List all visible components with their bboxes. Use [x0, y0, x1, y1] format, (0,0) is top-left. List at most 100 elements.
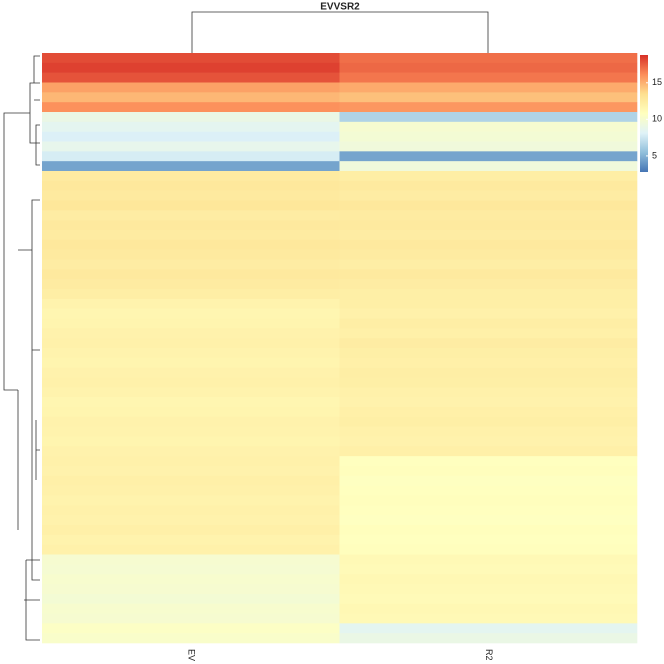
heatmap-cell: [339, 505, 638, 516]
heatmap-cell: [42, 239, 340, 250]
heatmap-cell: [42, 308, 340, 319]
heatmap-cell: [42, 171, 340, 182]
heatmap-cell: [42, 62, 340, 73]
heatmap-cell: [339, 298, 638, 309]
heatmap-cell: [42, 525, 340, 536]
heatmap-cell: [339, 416, 638, 427]
heatmap-cell: [339, 318, 638, 329]
heatmap-cell: [42, 318, 340, 329]
color-tick-label: 5: [652, 150, 657, 160]
heatmap-cell: [42, 180, 340, 191]
heatmap-cell: [339, 338, 638, 349]
heatmap-cell: [42, 387, 340, 398]
heatmap-cell: [339, 574, 638, 585]
heatmap-cell: [339, 151, 638, 162]
heatmap-cell: [339, 544, 638, 555]
heatmap-cell: [42, 436, 340, 447]
heatmap-cell: [42, 554, 340, 565]
heatmap-cell: [42, 534, 340, 545]
heatmap-cell: [42, 131, 340, 142]
heatmap-cell: [42, 397, 340, 408]
heatmap-cell: [42, 92, 340, 103]
heatmap-cell: [42, 279, 340, 290]
heatmap-cell: [339, 121, 638, 132]
heatmap-cell: [42, 485, 340, 496]
heatmap-cell: [339, 279, 638, 290]
heatmap-cell: [339, 446, 638, 457]
heatmap-cell: [339, 82, 638, 93]
heatmap-cell: [339, 593, 638, 604]
heatmap-cell: [42, 249, 340, 260]
color-tick-label: 10: [652, 114, 662, 124]
heatmap-cell: [339, 210, 638, 221]
heatmap-cell: [339, 180, 638, 191]
heatmap-cell: [42, 210, 340, 221]
column-dendrogram: [191, 11, 489, 53]
heatmap-cell: [339, 485, 638, 496]
heatmap-cell: [42, 259, 340, 270]
heatmap-cell: [42, 584, 340, 595]
heatmap-cell: [42, 456, 340, 467]
heatmap-cell: [339, 161, 638, 172]
heatmap-cell: [339, 603, 638, 614]
heatmap-cell: [42, 190, 340, 201]
heatmap-cell: [42, 298, 340, 309]
heatmap-cell: [42, 112, 340, 123]
row-dendrogram: [3, 55, 40, 641]
heatmap-cell: [42, 141, 340, 152]
heatmap-cell: [339, 633, 638, 644]
column-label: EV: [186, 649, 196, 661]
heatmap-cell: [339, 102, 638, 113]
heatmap-cell: [42, 475, 340, 486]
heatmap-cell: [339, 72, 638, 83]
heatmap-cell: [42, 200, 340, 211]
heatmap-cell: [339, 466, 638, 477]
heatmap-cell: [42, 357, 340, 368]
heatmap-cell: [42, 269, 340, 280]
heatmap-cell: [339, 564, 638, 575]
color-bar: [640, 55, 648, 172]
heatmap-cell: [42, 593, 340, 604]
heatmap-cell: [42, 348, 340, 359]
heatmap-cell: [42, 603, 340, 614]
heatmap-cell: [42, 289, 340, 300]
heatmap-cell: [42, 633, 340, 644]
heatmap-cell: [339, 377, 638, 388]
heatmap-cell: [42, 220, 340, 231]
heatmap-cell: [339, 584, 638, 595]
heatmap-cell: [42, 338, 340, 349]
heatmap-cell: [42, 544, 340, 555]
heatmap-cell: [339, 623, 638, 634]
heatmap-cell: [339, 515, 638, 526]
heatmap-cell: [42, 151, 340, 162]
heatmap-cell: [339, 131, 638, 142]
heatmap-cell: [339, 525, 638, 536]
heatmap-cell: [42, 505, 340, 516]
heatmap-cell: [339, 348, 638, 359]
heatmap-cell: [42, 72, 340, 83]
heatmap-cell: [42, 613, 340, 624]
heatmap-cell: [42, 426, 340, 437]
heatmap-cell: [339, 62, 638, 73]
heatmap-cell: [42, 495, 340, 506]
heatmap-cell: [339, 397, 638, 408]
heatmap-cell: [42, 574, 340, 585]
heatmap-cell: [339, 308, 638, 319]
heatmap-cell: [42, 623, 340, 634]
heatmap-cell: [339, 554, 638, 565]
heatmap-cell: [339, 53, 638, 64]
heatmap-cell: [339, 495, 638, 506]
heatmap-cell: [339, 367, 638, 378]
heatmap-cell: [42, 564, 340, 575]
heatmap-cell: [339, 534, 638, 545]
heatmap-cell: [339, 141, 638, 152]
heatmap-cell: [42, 53, 340, 64]
heatmap-cell: [42, 446, 340, 457]
heatmap-cell: [339, 387, 638, 398]
heatmap-cell: [339, 249, 638, 260]
heatmap-cell: [339, 230, 638, 241]
heatmap-cell: [42, 377, 340, 388]
heatmap-cell: [42, 161, 340, 172]
color-tick-label: 15: [652, 77, 662, 87]
